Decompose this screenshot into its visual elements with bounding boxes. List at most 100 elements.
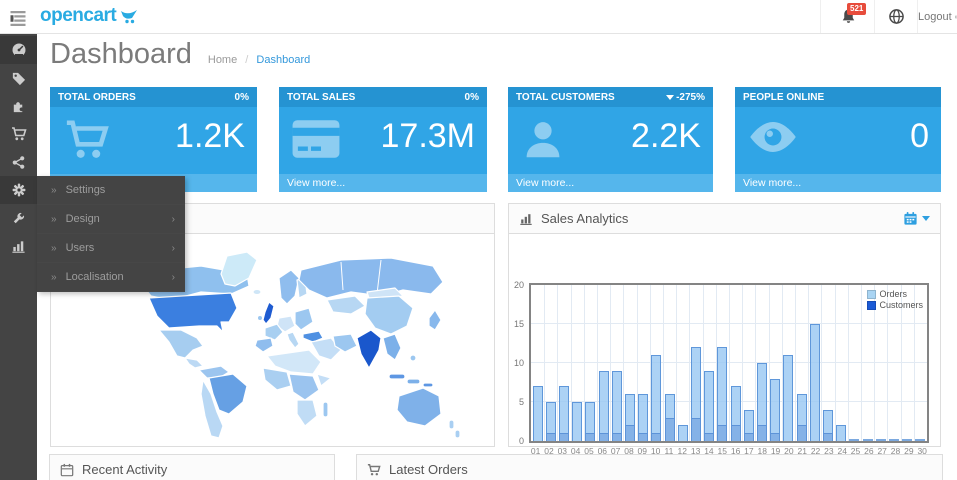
bar-customers-07 — [611, 433, 622, 441]
sidebar-item-extensions[interactable] — [0, 92, 37, 120]
sidebar-item-sales[interactable] — [0, 120, 37, 148]
opencart-logo[interactable]: opencart — [40, 5, 140, 27]
bar-orders-20 — [783, 355, 794, 441]
breadcrumb-separator: / — [245, 54, 249, 66]
x-tick-label: 08 — [624, 446, 634, 456]
bar-customers-15 — [717, 425, 728, 441]
submenu-item-localisation[interactable]: » Localisation › — [37, 263, 185, 292]
x-tick-label: 22 — [810, 446, 821, 456]
x-tick-label: 26 — [864, 446, 874, 456]
bar-orders-11 — [664, 394, 675, 441]
notification-count-badge: 521 — [847, 3, 867, 15]
date-range-button[interactable] — [903, 211, 930, 226]
view-more-link[interactable]: View more... — [508, 174, 713, 192]
bar-customers-08 — [624, 425, 636, 441]
submenu-item-settings[interactable]: » Settings — [37, 176, 185, 205]
bar-orders-16 — [730, 386, 741, 441]
x-tick-label: 04 — [570, 446, 581, 456]
y-tick-label: 15 — [513, 319, 524, 329]
legend-swatch — [867, 300, 877, 310]
sidebar-toggle-button[interactable] — [8, 7, 28, 27]
bar-customers-19 — [770, 433, 781, 441]
sidebar-item-reports[interactable] — [0, 232, 37, 260]
double-chevron-icon: » — [51, 271, 57, 283]
bar-customers-14 — [704, 433, 715, 441]
tile-delta: 0% — [234, 91, 249, 103]
x-tick-label: 01 — [530, 446, 541, 456]
page-heading: Dashboard Home / Dashboard — [50, 38, 310, 71]
bar-orders-17 — [743, 409, 754, 441]
bar-orders-03 — [558, 386, 570, 441]
panel-title: Recent Activity — [82, 462, 168, 477]
top-bar: opencart 521 Logout — [0, 0, 957, 34]
tile-title: PEOPLE ONLINE — [743, 91, 825, 103]
cart-icon — [11, 127, 27, 141]
bar-orders-23 — [822, 409, 834, 441]
submenu-item-users[interactable]: » Users › — [37, 234, 185, 263]
submenu-item-design[interactable]: » Design › — [37, 205, 185, 234]
shopping-cart-icon — [66, 120, 109, 158]
logout-button[interactable]: Logout — [917, 0, 957, 33]
bar-orders-24 — [836, 425, 847, 441]
bar-orders-13 — [690, 347, 702, 441]
calendar-icon — [60, 463, 74, 477]
bar-orders-07 — [611, 370, 622, 441]
tile-value: 17.3M — [380, 117, 476, 155]
world-map-canvas[interactable] — [51, 234, 494, 447]
bar-customers-13 — [690, 417, 702, 441]
legend-label: Orders — [879, 289, 907, 299]
tag-icon — [12, 72, 26, 85]
latest-orders-header: Latest Orders — [357, 455, 942, 480]
sidebar-item-marketing[interactable] — [0, 148, 37, 176]
view-more-link[interactable]: View more... — [735, 174, 941, 192]
dashboard-icon — [12, 43, 25, 57]
cart-icon — [367, 463, 381, 477]
chevron-right-icon: › — [171, 271, 175, 283]
legend-label: Customers — [879, 300, 923, 310]
sales-analytics-header: Sales Analytics — [509, 204, 940, 234]
gear-icon — [12, 183, 25, 197]
bar-orders-10 — [651, 355, 662, 441]
breadcrumb-home[interactable]: Home — [207, 54, 238, 66]
x-tick-label: 10 — [650, 446, 661, 456]
notifications-button[interactable]: 521 — [820, 0, 875, 33]
bar-orders-18 — [756, 363, 768, 441]
tile-delta: 0% — [464, 91, 479, 103]
panel-title: Latest Orders — [389, 462, 468, 477]
view-more-link[interactable]: View more... — [279, 174, 487, 192]
bar-orders-12 — [677, 425, 688, 441]
bar-orders-26 — [862, 439, 873, 441]
x-tick-label: 27 — [877, 446, 887, 456]
x-tick-label: 07 — [610, 446, 621, 456]
tile-value: 2.2K — [631, 117, 701, 155]
sidebar-item-catalog[interactable] — [0, 64, 37, 92]
system-submenu: » Settings » Design › » Users › » Localisation › — [37, 176, 185, 292]
chart-x-axis-labels: 01 02 03 04 05 06 07 08 09 10 11 12 13 14 15 16 17 18 19 20… — [529, 446, 929, 456]
logout-label: Logout — [918, 10, 952, 23]
sidebar-item-dashboard[interactable] — [0, 36, 37, 64]
world-map — [122, 251, 461, 439]
bar-chart-icon — [519, 212, 533, 226]
y-tick-label: 10 — [513, 358, 524, 368]
x-tick-label: 24 — [837, 446, 847, 456]
bar-orders-22 — [809, 324, 820, 441]
x-tick-label: 30 — [917, 446, 927, 456]
bar-orders-30 — [915, 439, 926, 441]
submenu-item-label: Localisation — [65, 271, 124, 283]
bar-customers-05 — [585, 433, 596, 441]
sidebar-item-tools[interactable] — [0, 204, 37, 232]
tile-total-orders: TOTAL ORDERS 0% 1.2K View more... — [50, 87, 257, 192]
y-tick-label: 20 — [513, 280, 524, 290]
breadcrumb-current[interactable]: Dashboard — [256, 54, 311, 66]
share-nodes-icon — [12, 155, 25, 169]
bar-customers-06 — [598, 433, 609, 441]
latest-orders-panel: Latest Orders — [356, 454, 943, 480]
wrench-icon — [13, 212, 25, 223]
bar-orders-05 — [585, 402, 596, 441]
logo-text: opencart — [40, 5, 117, 26]
sidebar-item-system[interactable] — [0, 176, 37, 204]
tile-total-sales: TOTAL SALES 0% 17.3M View more... — [279, 87, 487, 192]
recent-activity-panel: Recent Activity — [49, 454, 335, 480]
x-tick-label: 25 — [850, 446, 861, 456]
storefront-button[interactable] — [874, 0, 918, 33]
